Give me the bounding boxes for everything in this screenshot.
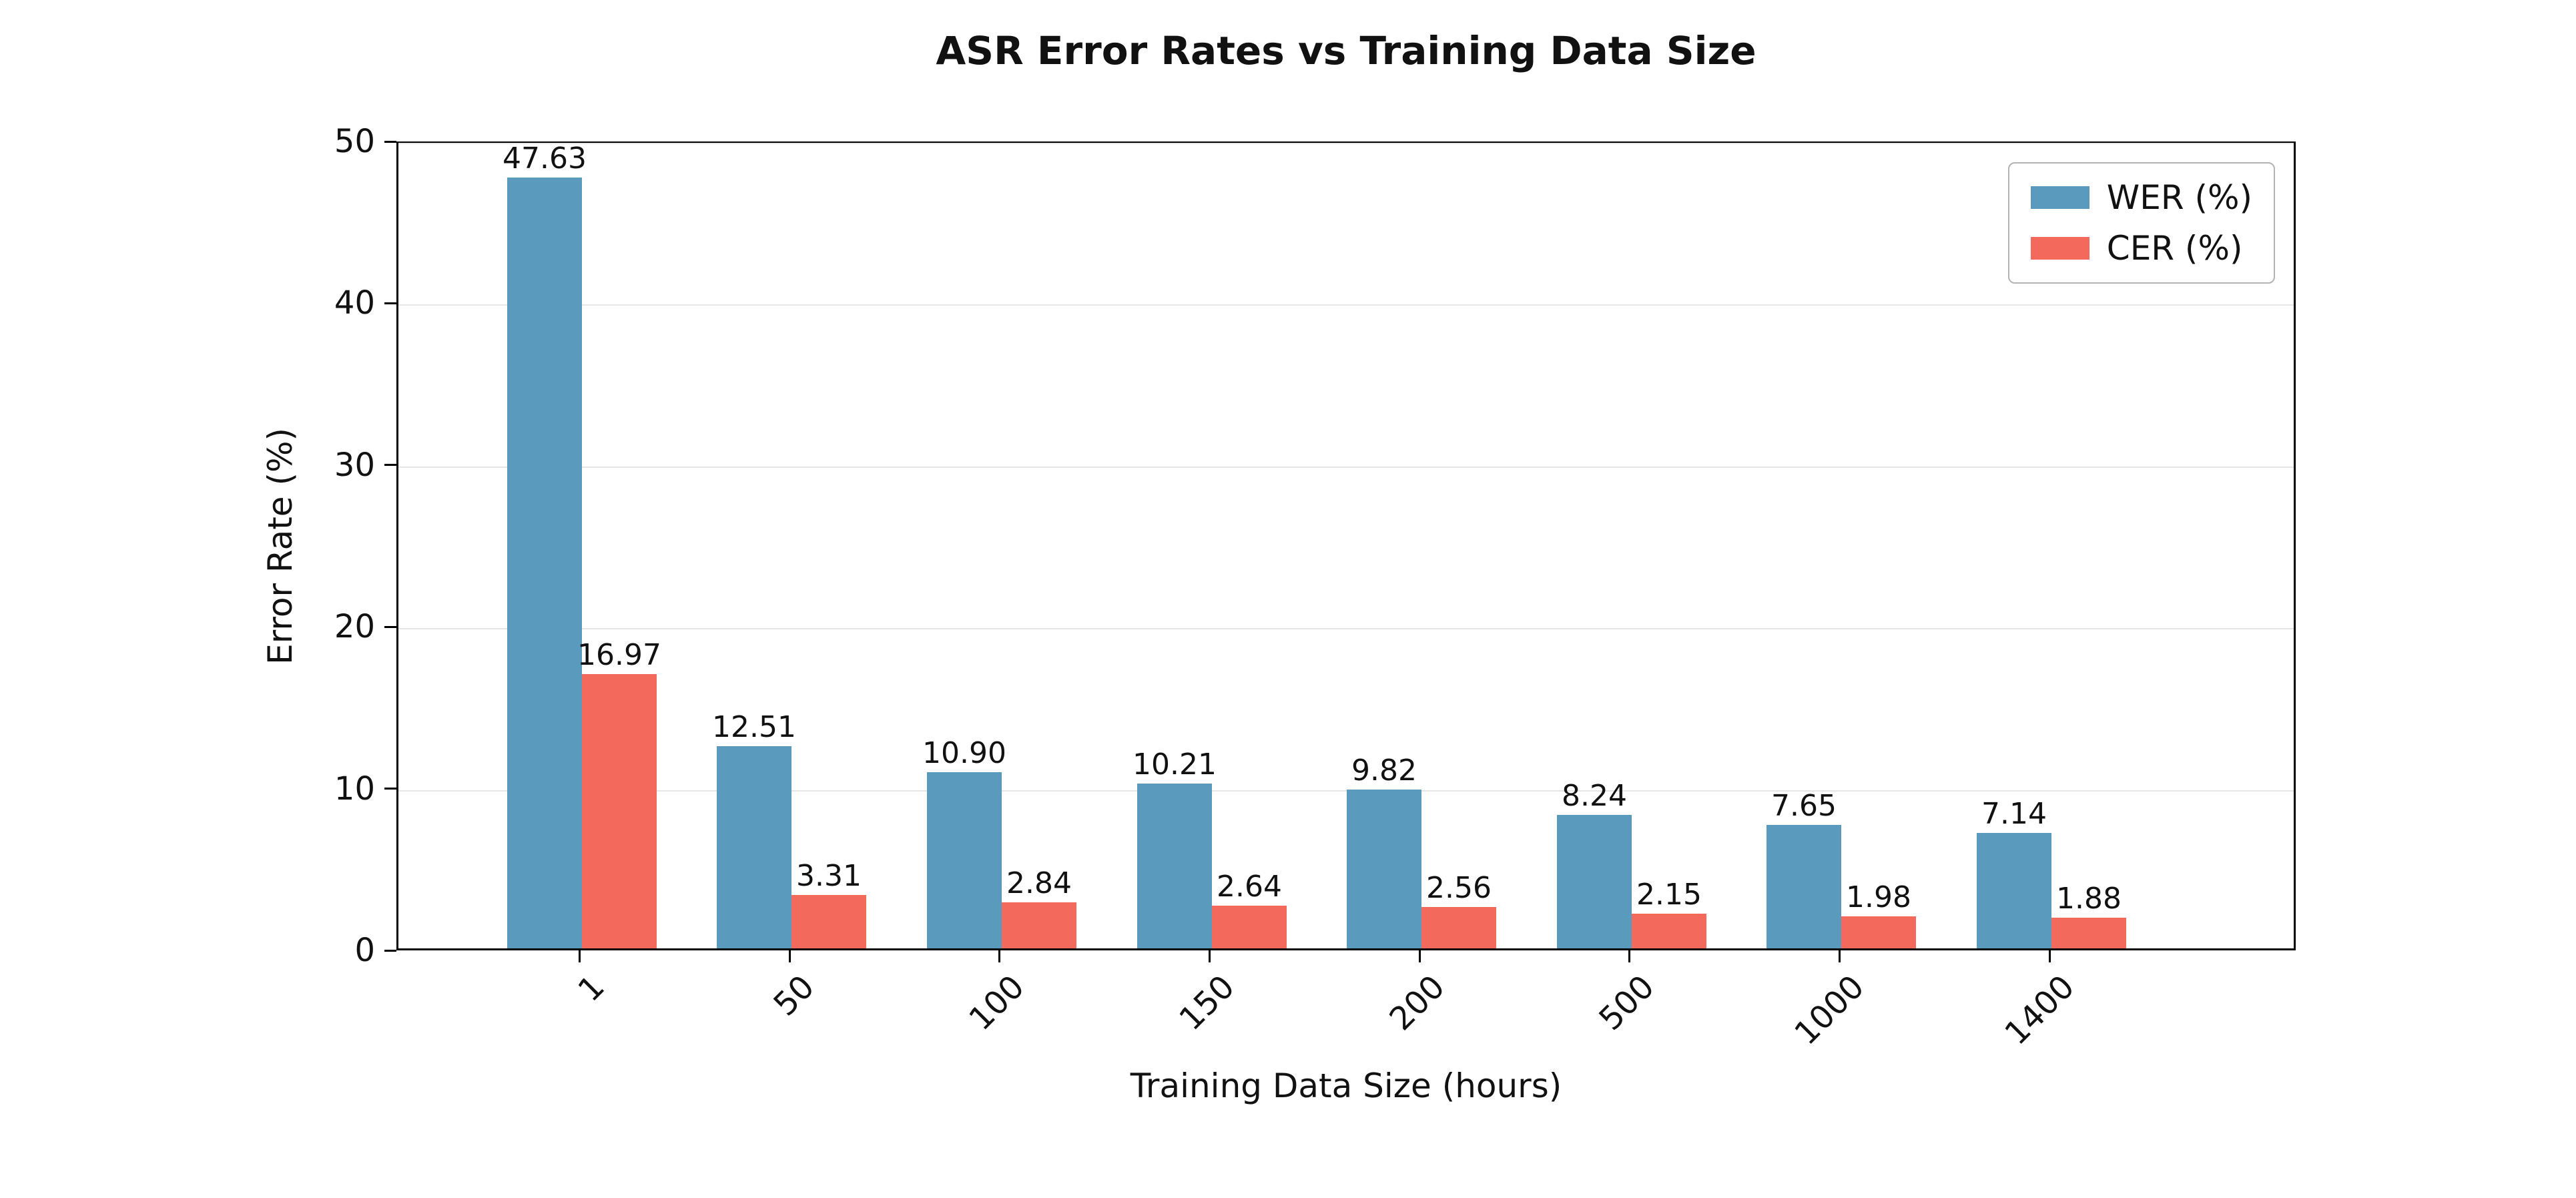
bar-cer-200 bbox=[1421, 907, 1496, 948]
legend-label: WER (%) bbox=[2106, 178, 2252, 217]
y-axis-label-wrap: Error Rate (%) bbox=[257, 141, 304, 950]
x-tick-label: 50 bbox=[766, 968, 822, 1024]
x-axis-label: Training Data Size (hours) bbox=[1130, 1067, 1562, 1105]
chart-title: ASR Error Rates vs Training Data Size bbox=[936, 28, 1756, 73]
bar-cer-1000 bbox=[1841, 916, 1916, 948]
value-label: 2.15 bbox=[1636, 878, 1702, 912]
x-tick-mark bbox=[998, 950, 1001, 962]
value-label: 2.84 bbox=[1006, 866, 1072, 900]
bar-wer-1000 bbox=[1766, 825, 1841, 948]
legend-entry: CER (%) bbox=[2030, 229, 2252, 268]
bar-wer-1400 bbox=[1977, 833, 2051, 948]
x-tick-label: 1000 bbox=[1787, 968, 1872, 1053]
bar-wer-200 bbox=[1347, 790, 1421, 948]
legend: WER (%) CER (%) bbox=[2007, 162, 2275, 284]
plot-area: 47.63 16.97 12.51 3.31 10.90 2.84 10.21 2.64 9.8… bbox=[396, 141, 2296, 950]
value-label: 10.90 bbox=[922, 736, 1006, 770]
value-label: 16.97 bbox=[577, 638, 661, 672]
bar-cer-500 bbox=[1632, 914, 1706, 948]
y-tick-mark bbox=[384, 625, 396, 628]
y-tick-label: 0 bbox=[354, 932, 375, 969]
gridline bbox=[398, 143, 2294, 144]
value-label: 47.63 bbox=[503, 141, 587, 176]
x-tick-mark bbox=[1209, 950, 1211, 962]
x-tick-label: 100 bbox=[962, 968, 1032, 1038]
bar-cer-1400 bbox=[2051, 918, 2126, 948]
value-label: 1.88 bbox=[2056, 882, 2122, 916]
bar-wer-1 bbox=[507, 178, 582, 948]
value-label: 12.51 bbox=[712, 710, 796, 744]
y-tick-label: 20 bbox=[334, 608, 375, 646]
x-tick-label: 200 bbox=[1382, 968, 1452, 1038]
value-label: 9.82 bbox=[1351, 754, 1417, 788]
y-tick-mark bbox=[384, 302, 396, 304]
x-tick-mark bbox=[1628, 950, 1631, 962]
legend-label: CER (%) bbox=[2106, 229, 2243, 268]
bar-cer-50 bbox=[791, 895, 866, 948]
y-tick-label: 10 bbox=[334, 770, 375, 808]
y-tick-mark bbox=[384, 464, 396, 467]
x-tick-mark bbox=[1418, 950, 1421, 962]
bar-cer-150 bbox=[1212, 906, 1287, 948]
x-tick-label: 1400 bbox=[1997, 968, 2082, 1053]
value-label: 3.31 bbox=[796, 859, 862, 893]
y-tick-mark bbox=[384, 788, 396, 790]
gridline bbox=[398, 304, 2294, 306]
legend-entry: WER (%) bbox=[2030, 178, 2252, 217]
gridline bbox=[398, 628, 2294, 630]
x-tick-mark bbox=[2048, 950, 2051, 962]
y-tick-label: 30 bbox=[334, 446, 375, 484]
y-tick-label: 50 bbox=[334, 123, 375, 160]
x-tick-mark bbox=[1838, 950, 1841, 962]
y-tick-mark bbox=[384, 140, 396, 143]
x-tick-mark bbox=[788, 950, 791, 962]
y-tick-label: 40 bbox=[334, 284, 375, 322]
x-tick-label: 150 bbox=[1172, 968, 1242, 1038]
value-label: 1.98 bbox=[1846, 880, 1911, 914]
value-label: 2.64 bbox=[1217, 870, 1282, 904]
bar-cer-100 bbox=[1002, 902, 1076, 948]
value-label: 2.56 bbox=[1426, 871, 1492, 905]
bar-wer-100 bbox=[927, 772, 1002, 948]
bar-wer-500 bbox=[1557, 815, 1632, 948]
bar-cer-1 bbox=[582, 674, 657, 948]
gridline bbox=[398, 790, 2294, 792]
value-label: 7.14 bbox=[1981, 797, 2047, 831]
value-label: 7.65 bbox=[1771, 789, 1837, 823]
value-label: 10.21 bbox=[1133, 747, 1217, 782]
gridline bbox=[398, 466, 2294, 468]
y-tick-mark bbox=[384, 949, 396, 952]
legend-swatch-icon bbox=[2030, 237, 2089, 260]
x-tick-label: 1 bbox=[571, 968, 612, 1009]
bar-wer-150 bbox=[1137, 784, 1212, 948]
x-tick-mark bbox=[579, 950, 581, 962]
value-label: 8.24 bbox=[1562, 779, 1627, 813]
legend-swatch-icon bbox=[2030, 186, 2089, 209]
x-tick-label: 500 bbox=[1592, 968, 1662, 1038]
bar-wer-50 bbox=[717, 746, 791, 948]
